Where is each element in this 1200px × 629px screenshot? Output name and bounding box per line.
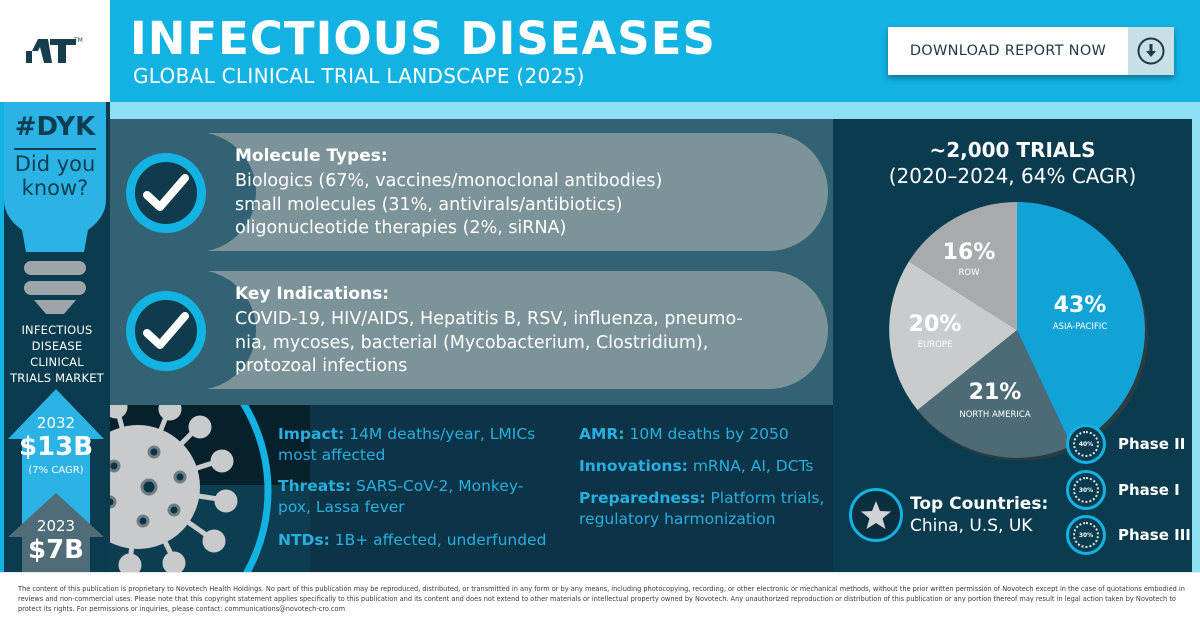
download-report-button[interactable]: DOWNLOAD REPORT NOW	[888, 27, 1174, 75]
card-line: Biologics (67%, vaccines/monoclonal anti…	[235, 171, 663, 191]
pie-label-row: ROW	[958, 268, 980, 278]
phase-name: Phase III	[1118, 526, 1191, 544]
baseline-value: $7B	[28, 535, 84, 565]
top-countries-title: Top Countries:	[910, 494, 1049, 514]
highlights-panel: Molecule Types: Biologics (67%, vaccines…	[110, 119, 833, 405]
molecule-types-card	[198, 133, 828, 251]
virus-icon	[110, 405, 310, 572]
forecast-year: 2032	[36, 414, 76, 432]
phase-pct: 30%	[1073, 477, 1099, 503]
pie-label-na: NORTH AMERICA	[959, 410, 1031, 420]
phase-pct: 30%	[1073, 522, 1099, 548]
forecast-cagr: (7% CAGR)	[28, 465, 84, 476]
pie-label-europe: EUROPE	[917, 340, 953, 350]
card-line: oligonucleotide therapies (2%, siRNA)	[235, 218, 567, 238]
market-label-line: CLINICAL	[30, 355, 84, 369]
checkmark-icon	[143, 174, 189, 211]
star-badge	[849, 488, 903, 542]
phase-gauge-icon: 30%	[1066, 515, 1106, 555]
checkmark-badge	[126, 153, 206, 233]
did-you-know-text: Did you know?	[4, 152, 106, 200]
fact-label: Impact:	[278, 425, 345, 443]
fact-text: mRNA, AI, DCTs	[687, 457, 814, 475]
market-label: INFECTIOUS DISEASE CLINICAL TRIALS MARKE…	[4, 322, 110, 386]
fact-label: AMR:	[579, 425, 625, 443]
footer	[0, 572, 1200, 629]
pie-label-apac-pct: 43%	[1053, 293, 1107, 318]
download-icon-cell	[1128, 27, 1174, 75]
growth-arrows-icon	[8, 389, 104, 572]
card-line: small molecules (31%, antivirals/antibio…	[235, 194, 623, 215]
fact-text: 1B+ affected, underfunded	[329, 531, 547, 549]
copyright-disclaimer: The content of this publication is propr…	[18, 585, 1185, 613]
phase-gauge-icon: 40%	[1066, 424, 1106, 464]
key-indications-card	[198, 271, 828, 389]
bulb-base-bar	[24, 261, 86, 275]
download-report-label: DOWNLOAD REPORT NOW	[909, 43, 1107, 59]
card-title: Molecule Types:	[235, 146, 388, 166]
bulb-tip-icon	[34, 300, 76, 314]
card-body: COVID-19, HIV/AIDS, Hepatitis B, RSV, in…	[235, 308, 743, 379]
fact-amr: AMR: 10M deaths by 2050	[579, 424, 789, 445]
regional-pie-chart	[889, 201, 1148, 460]
fact-ntds: NTDs: 1B+ affected, underfunded	[278, 530, 546, 551]
bulb-base-bar	[24, 281, 86, 295]
fact-label: Preparedness:	[579, 489, 706, 507]
fact-preparedness: Preparedness: Platform trials, regulator…	[579, 488, 824, 530]
checkmark-badge	[126, 291, 206, 371]
novotech-logo-icon	[26, 39, 76, 63]
trials-title: ~2,000 TRIALS	[929, 138, 1096, 162]
trials-subtitle: (2020–2024, 64% CAGR)	[888, 164, 1137, 188]
fact-label: NTDs:	[278, 531, 330, 549]
did-you-know-line-1: Did you	[14, 152, 96, 176]
phase-item: 30% Phase I	[1066, 470, 1180, 510]
fact-text: regulatory harmonization	[579, 510, 776, 528]
top-countries-list: China, U.S, UK	[910, 516, 1033, 536]
logo: TM	[0, 0, 110, 102]
accent-strip	[110, 102, 1200, 119]
did-you-know-line-2: know?	[21, 176, 89, 200]
fact-label: Threats:	[278, 477, 352, 495]
card-line: COVID-19, HIV/AIDS, Hepatitis B, RSV, in…	[235, 309, 743, 329]
card-title: Key Indications:	[235, 284, 390, 304]
star-icon	[861, 501, 891, 529]
card-body: Biologics (67%, vaccines/monoclonal anti…	[235, 170, 662, 241]
dyk-hashtag: #DYK	[14, 112, 96, 142]
fact-text: 14M deaths/year, LMICs	[344, 425, 536, 443]
fact-label: Innovations:	[579, 457, 688, 475]
market-label-line: TRIALS MARKET	[10, 371, 104, 385]
phase-gauge-icon: 30%	[1066, 470, 1106, 510]
fact-innovations: Innovations: mRNA, AI, DCTs	[579, 456, 814, 477]
download-arrow-circle-icon	[1137, 37, 1165, 65]
fact-text: pox, Lassa fever	[278, 498, 405, 516]
fact-text: Platform trials,	[705, 489, 825, 507]
fact-text: most affected	[278, 446, 386, 464]
forecast-value: $13B	[18, 432, 94, 462]
trademark-mark: TM	[74, 37, 83, 44]
phase-pct: 40%	[1073, 431, 1099, 457]
phase-item: 30% Phase III	[1066, 515, 1191, 555]
right-accent-edge	[1192, 102, 1200, 572]
fact-text: 10M deaths by 2050	[624, 425, 789, 443]
pie-label-na-pct: 21%	[968, 380, 1022, 405]
pie-label-apac: ASIA-PACIFIC	[1052, 322, 1108, 332]
market-label-line: INFECTIOUS	[21, 323, 93, 337]
phase-item: 40% Phase II	[1066, 424, 1185, 464]
market-label-line: DISEASE	[31, 339, 83, 353]
baseline-year: 2023	[36, 517, 76, 535]
pie-label-europe-pct: 20%	[908, 312, 962, 337]
lightbulb-icon	[4, 102, 106, 252]
phase-name: Phase I	[1118, 481, 1180, 499]
fact-impact: Impact: 14M deaths/year, LMICs most affe…	[278, 424, 535, 466]
card-line: protozoal infections	[235, 356, 408, 376]
phase-name: Phase II	[1118, 435, 1186, 453]
page-title: INFECTIOUS DISEASES	[130, 12, 716, 65]
page-subtitle: GLOBAL CLINICAL TRIAL LANDSCAPE (2025)	[133, 64, 585, 88]
fact-text: SARS-CoV-2, Monkey-	[351, 477, 524, 495]
pie-label-row-pct: 16%	[942, 240, 996, 265]
fact-threats: Threats: SARS-CoV-2, Monkey- pox, Lassa …	[278, 476, 523, 518]
dyk-divider	[14, 148, 96, 150]
card-line: nia, mycoses, bacterial (Mycobacterium, …	[235, 332, 709, 353]
checkmark-icon	[143, 312, 189, 349]
